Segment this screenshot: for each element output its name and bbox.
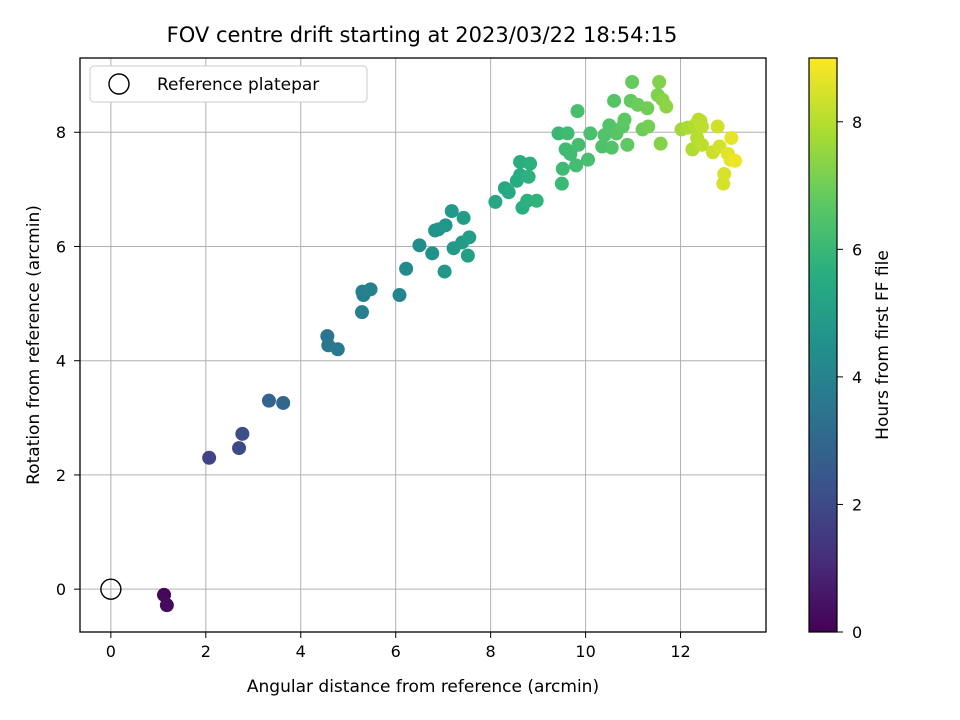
colorbar-gradient — [808, 57, 838, 633]
data-point — [617, 112, 632, 127]
legend-label-reference: Reference platepar — [157, 75, 319, 95]
data-point — [571, 137, 586, 152]
data-point — [570, 104, 585, 119]
data-point — [560, 126, 575, 141]
y-tick-label: 4 — [56, 352, 66, 371]
data-point — [640, 101, 655, 116]
data-point — [444, 204, 459, 219]
colorbar-tick-label: 2 — [852, 495, 862, 514]
data-point — [604, 140, 619, 155]
x-tick-label: 6 — [391, 642, 401, 661]
data-point — [363, 282, 378, 297]
data-point — [438, 218, 453, 233]
data-points — [157, 74, 743, 613]
colorbar-tick-label: 6 — [852, 240, 862, 259]
data-point — [456, 210, 471, 225]
legend: Reference platepar — [89, 65, 368, 103]
data-point — [717, 166, 732, 181]
data-point — [399, 261, 414, 276]
data-point — [235, 426, 250, 441]
data-point — [563, 146, 578, 161]
data-point — [392, 288, 407, 303]
x-tick-label: 8 — [486, 642, 496, 661]
legend-marker-reference — [108, 73, 130, 95]
x-axis-ticks: 0 2 4 6 8 10 12 — [106, 632, 691, 661]
data-point — [694, 137, 709, 152]
y-tick-label: 6 — [56, 237, 66, 256]
y-tick-label: 2 — [56, 466, 66, 485]
data-point — [580, 152, 595, 167]
y-tick-label: 0 — [56, 580, 66, 599]
colorbar: 0 2 4 6 8 Hours from first FF file — [808, 57, 893, 642]
data-point — [728, 153, 743, 168]
data-point — [710, 119, 725, 134]
data-point — [652, 74, 667, 89]
x-axis-label: Angular distance from reference (arcmin) — [247, 677, 599, 697]
data-point — [607, 93, 622, 108]
colorbar-tick-label: 0 — [852, 623, 862, 642]
y-tick-label: 8 — [56, 123, 66, 142]
data-point — [330, 342, 345, 357]
data-point — [555, 161, 570, 176]
reference-marker-group — [100, 578, 122, 600]
data-point — [694, 119, 709, 134]
data-point — [554, 176, 569, 191]
colorbar-tick-label: 8 — [852, 113, 862, 132]
x-tick-label: 0 — [106, 642, 116, 661]
data-point — [159, 598, 174, 613]
data-point — [523, 156, 538, 171]
plot-frame — [79, 57, 767, 633]
y-axis-ticks: 0 2 4 6 8 — [56, 123, 80, 599]
data-point — [412, 238, 427, 253]
data-point — [529, 193, 544, 208]
data-point — [653, 136, 668, 151]
data-point — [488, 194, 503, 209]
colorbar-tick-label: 4 — [852, 368, 862, 387]
legend-box — [89, 65, 368, 103]
x-tick-label: 4 — [296, 642, 306, 661]
data-point — [521, 169, 536, 184]
data-point — [202, 450, 217, 465]
y-axis-label: Rotation from reference (arcmin) — [24, 205, 44, 485]
data-point — [462, 230, 477, 245]
data-point — [583, 126, 598, 141]
data-point — [625, 74, 640, 89]
data-point — [460, 248, 475, 263]
data-point — [276, 395, 291, 410]
reference-platepar-marker — [100, 578, 122, 600]
data-point — [641, 119, 656, 134]
data-point — [232, 441, 247, 456]
data-point — [569, 158, 584, 173]
data-point — [437, 264, 452, 279]
data-point — [501, 185, 516, 200]
chart-title: FOV centre drift starting at 2023/03/22 … — [167, 23, 678, 47]
data-point — [620, 137, 635, 152]
data-point — [724, 130, 739, 145]
data-point — [659, 99, 674, 114]
x-tick-label: 2 — [201, 642, 211, 661]
x-tick-label: 10 — [575, 642, 595, 661]
data-point — [261, 393, 276, 408]
data-point — [354, 305, 369, 320]
colorbar-ticks: 0 2 4 6 8 — [837, 113, 862, 642]
data-point — [425, 246, 440, 261]
x-tick-label: 12 — [670, 642, 690, 661]
colorbar-label: Hours from first FF file — [873, 250, 893, 440]
